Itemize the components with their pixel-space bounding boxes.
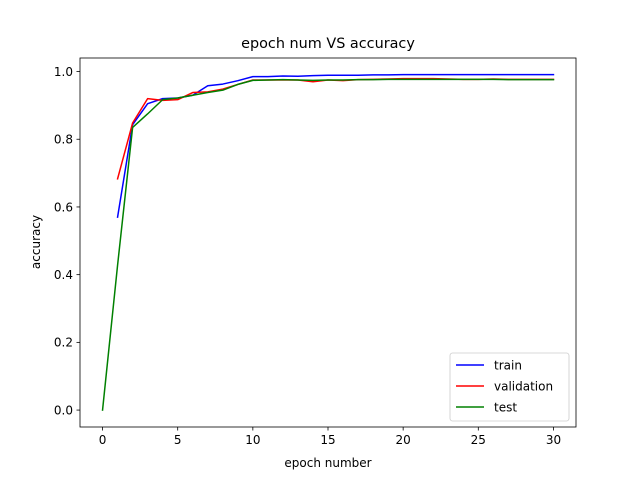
legend-label-validation: validation (494, 379, 553, 393)
y-tick-label: 0.8 (54, 133, 73, 147)
x-tick-label: 10 (245, 433, 260, 447)
chart-title: epoch num VS accuracy (241, 36, 415, 52)
series-group (101, 73, 555, 411)
legend-label-test: test (494, 400, 517, 414)
legend-label-train: train (494, 358, 522, 372)
y-axis-label: accuracy (29, 215, 43, 269)
y-tick-label: 0.2 (54, 336, 73, 350)
x-tick-label: 30 (546, 433, 561, 447)
legend: train validation test (449, 352, 570, 422)
x-tick-label: 5 (174, 433, 182, 447)
y-tick-label: 1.0 (54, 65, 73, 79)
y-tick-label: 0.4 (54, 268, 73, 282)
x-tick-label: 25 (471, 433, 486, 447)
y-tick-label: 0.6 (54, 200, 73, 214)
series-line-test (101, 78, 555, 411)
x-tick-label: 15 (320, 433, 335, 447)
x-axis-label: epoch number (284, 456, 371, 470)
y-tick-label: 0.0 (54, 403, 73, 417)
x-tick-label: 0 (99, 433, 107, 447)
plot-area: 0 5 10 15 20 25 30 0.0 0.2 0.4 0.6 0.8 1.0 (54, 57, 577, 447)
x-tick-label: 20 (396, 433, 411, 447)
legend-box (449, 352, 570, 422)
